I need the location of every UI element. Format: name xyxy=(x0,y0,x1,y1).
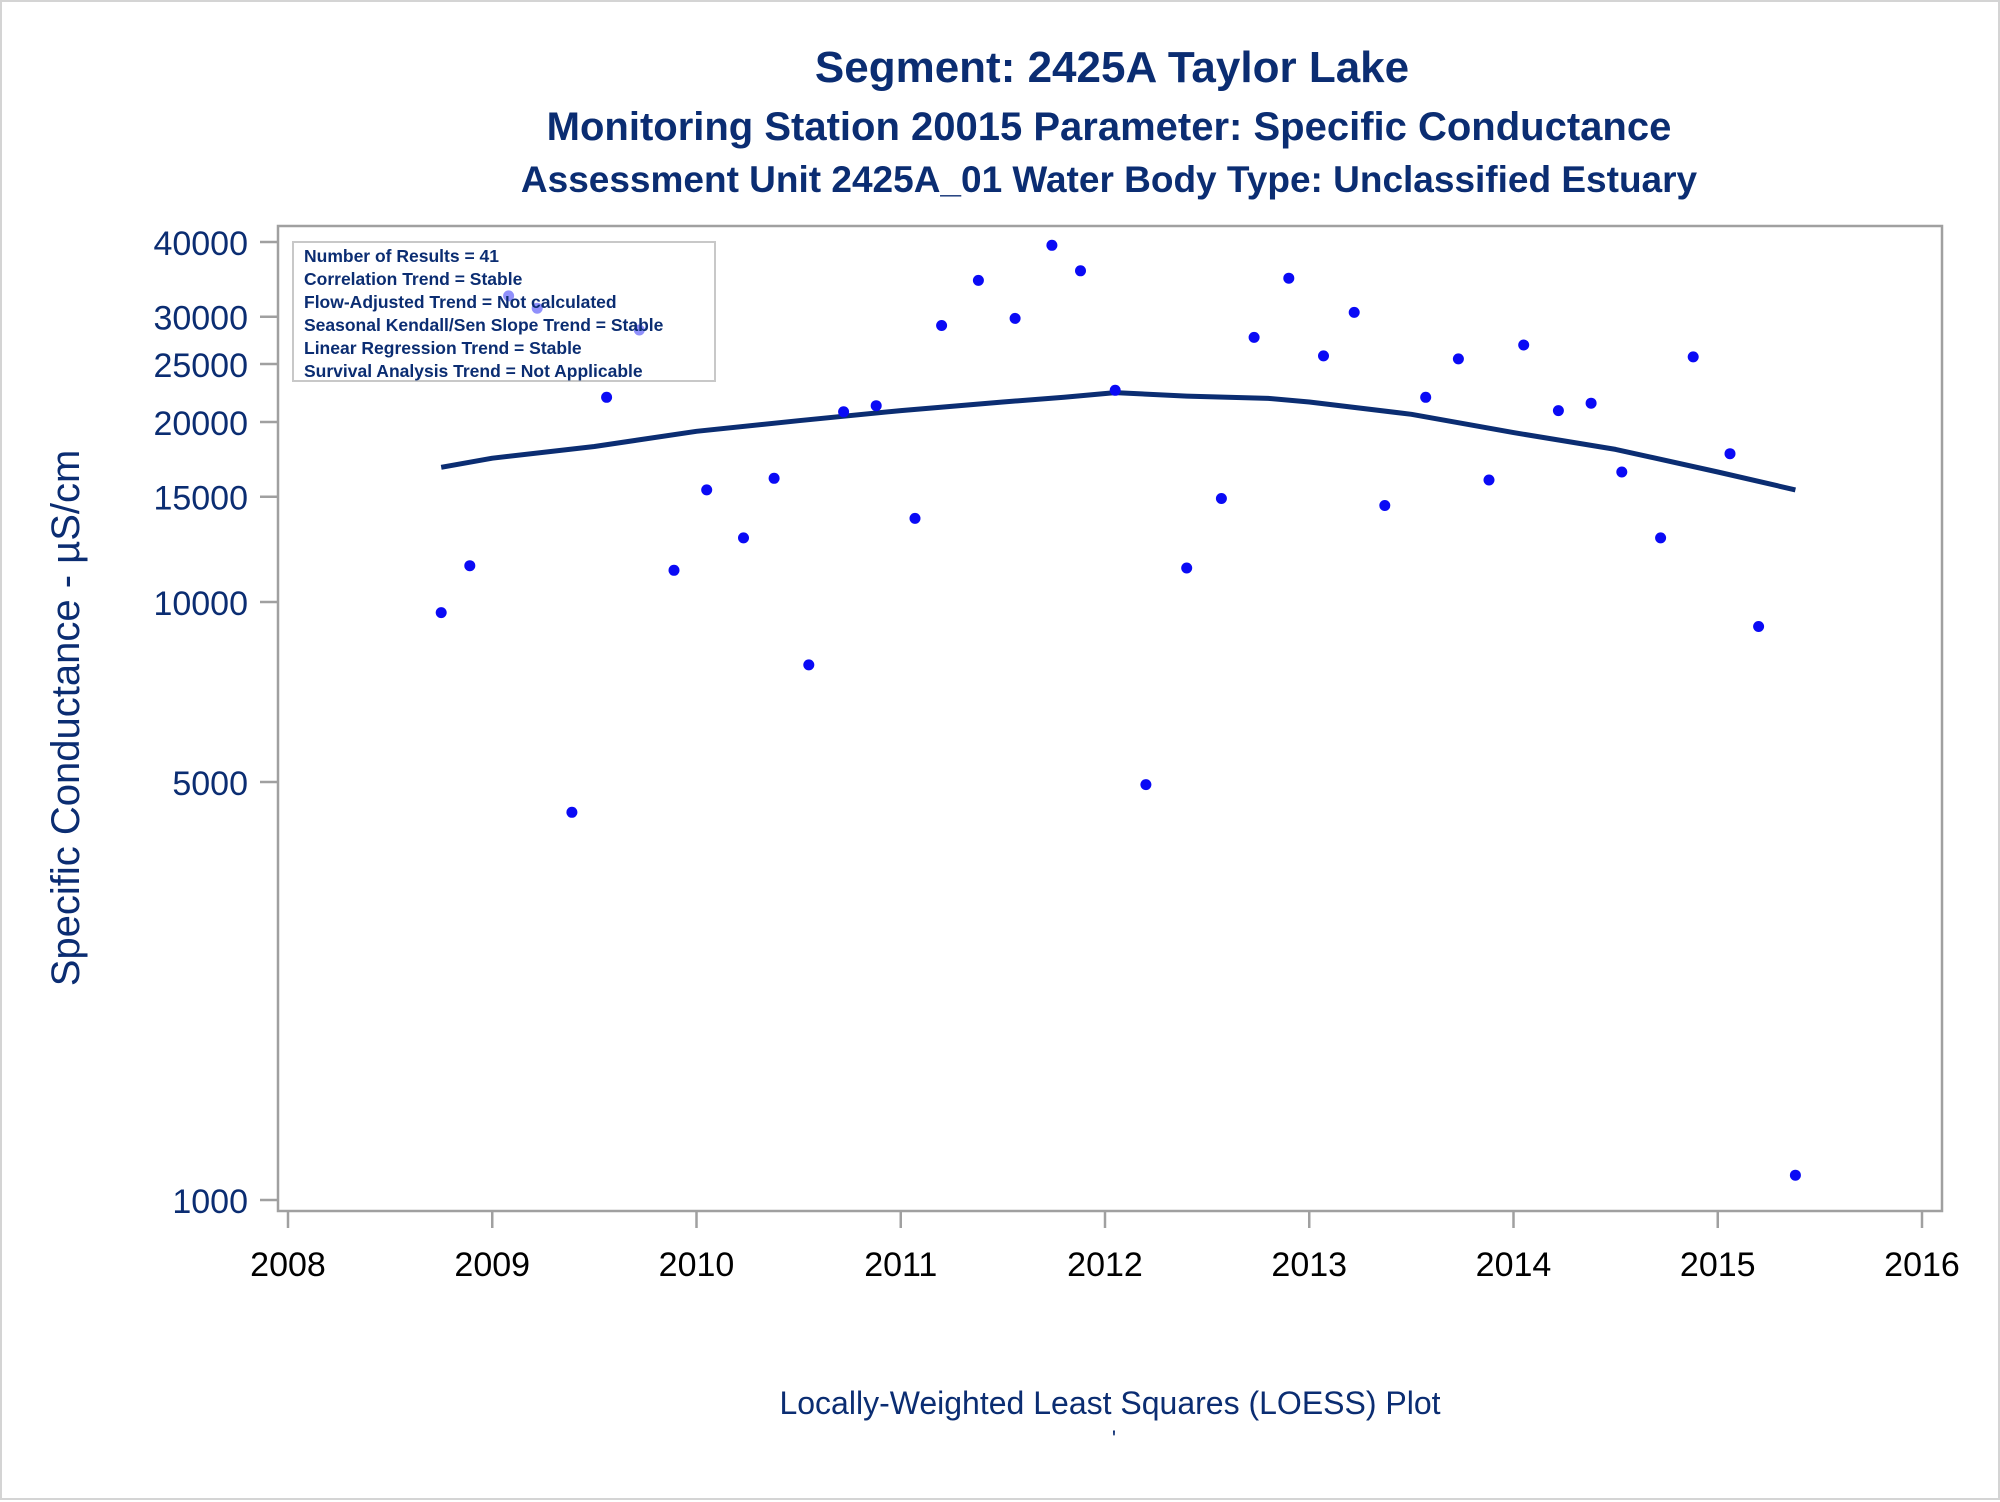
data-point xyxy=(972,274,984,286)
x-axis: 2008 2009 2010 2011 2012 2013 2014 2015 2016 xyxy=(250,1211,1960,1284)
data-point xyxy=(1283,272,1295,284)
data-point xyxy=(738,532,749,544)
stats-line: Seasonal Kendall/Sen Slope Trend = Stabl… xyxy=(304,315,664,335)
data-point xyxy=(1075,265,1086,277)
y-axis-label: Specific Conductance - µS/cm xyxy=(44,450,88,987)
data-point xyxy=(1181,562,1193,574)
data-point xyxy=(870,400,882,412)
data-point xyxy=(1518,339,1530,351)
data-point xyxy=(1009,312,1021,324)
data-point xyxy=(1452,353,1464,365)
stats-box: Number of Results = 41 Correlation Trend … xyxy=(292,241,716,382)
data-point xyxy=(1046,239,1058,251)
data-point xyxy=(1655,532,1667,544)
y-tick-label: 5000 xyxy=(172,765,248,803)
x-tick-label: 2015 xyxy=(1680,1246,1756,1284)
y-tick-label: 25000 xyxy=(153,347,248,385)
x-axis-caption: Locally-Weighted Least Squares (LOESS) P… xyxy=(779,1385,1440,1421)
x-tick-label: 2013 xyxy=(1271,1246,1347,1284)
data-point xyxy=(1616,466,1628,478)
chart-subtitle-2: Assessment Unit 2425A_01 Water Body Type… xyxy=(521,159,1698,200)
chart-title: Segment: 2425A Taylor Lake xyxy=(815,43,1409,92)
data-point xyxy=(435,607,447,619)
data-point xyxy=(1585,397,1597,409)
y-tick-label: 30000 xyxy=(153,300,248,338)
data-point xyxy=(1248,331,1260,343)
data-point xyxy=(1379,500,1391,511)
data-point xyxy=(1109,384,1121,396)
data-point xyxy=(601,391,613,403)
footnote-mark: ' xyxy=(1112,1426,1116,1451)
data-point xyxy=(1318,350,1329,362)
y-tick-label: 15000 xyxy=(153,480,248,518)
data-point xyxy=(803,659,815,671)
stats-line: Survival Analysis Trend = Not Applicable xyxy=(304,361,643,381)
data-point xyxy=(1753,621,1765,632)
data-point xyxy=(909,512,921,524)
data-point xyxy=(1552,405,1564,417)
y-tick-label: 1000 xyxy=(172,1183,248,1221)
y-tick-label: 20000 xyxy=(153,405,248,443)
data-point xyxy=(1140,779,1152,791)
stats-line: Linear Regression Trend = Stable xyxy=(304,338,582,358)
x-tick-label: 2011 xyxy=(864,1246,937,1284)
data-point xyxy=(1789,1169,1801,1181)
data-point xyxy=(1348,306,1360,318)
y-tick-label: 10000 xyxy=(153,585,248,623)
data-point xyxy=(838,406,850,418)
x-tick-label: 2012 xyxy=(1067,1246,1143,1284)
data-point xyxy=(1687,351,1699,363)
stats-line: Number of Results = 41 xyxy=(304,246,499,266)
data-point xyxy=(668,564,680,576)
data-point xyxy=(1724,448,1736,460)
chart-subtitle-1: Monitoring Station 20015 Parameter: Spec… xyxy=(547,105,1672,149)
data-point xyxy=(1215,493,1227,504)
x-tick-label: 2010 xyxy=(659,1246,735,1284)
x-tick-label: 2009 xyxy=(454,1246,530,1284)
y-tick-label: 40000 xyxy=(153,225,248,263)
data-point xyxy=(936,320,948,331)
x-tick-label: 2016 xyxy=(1884,1246,1960,1284)
data-point xyxy=(768,472,780,484)
data-point xyxy=(701,484,713,496)
data-point xyxy=(1420,391,1432,403)
x-tick-label: 2014 xyxy=(1476,1246,1552,1284)
stats-line: Correlation Trend = Stable xyxy=(304,269,523,289)
stats-box-border xyxy=(292,241,716,382)
x-tick-label: 2008 xyxy=(250,1246,326,1284)
data-point xyxy=(1483,474,1495,486)
stats-line: Flow-Adjusted Trend = Not calculated xyxy=(304,292,617,312)
plot-area xyxy=(276,224,1944,1213)
data-point xyxy=(566,806,578,818)
y-axis: 1000 5000 10000 15000 20000 25000 30000 40000 xyxy=(153,225,278,1221)
data-point xyxy=(464,560,476,572)
